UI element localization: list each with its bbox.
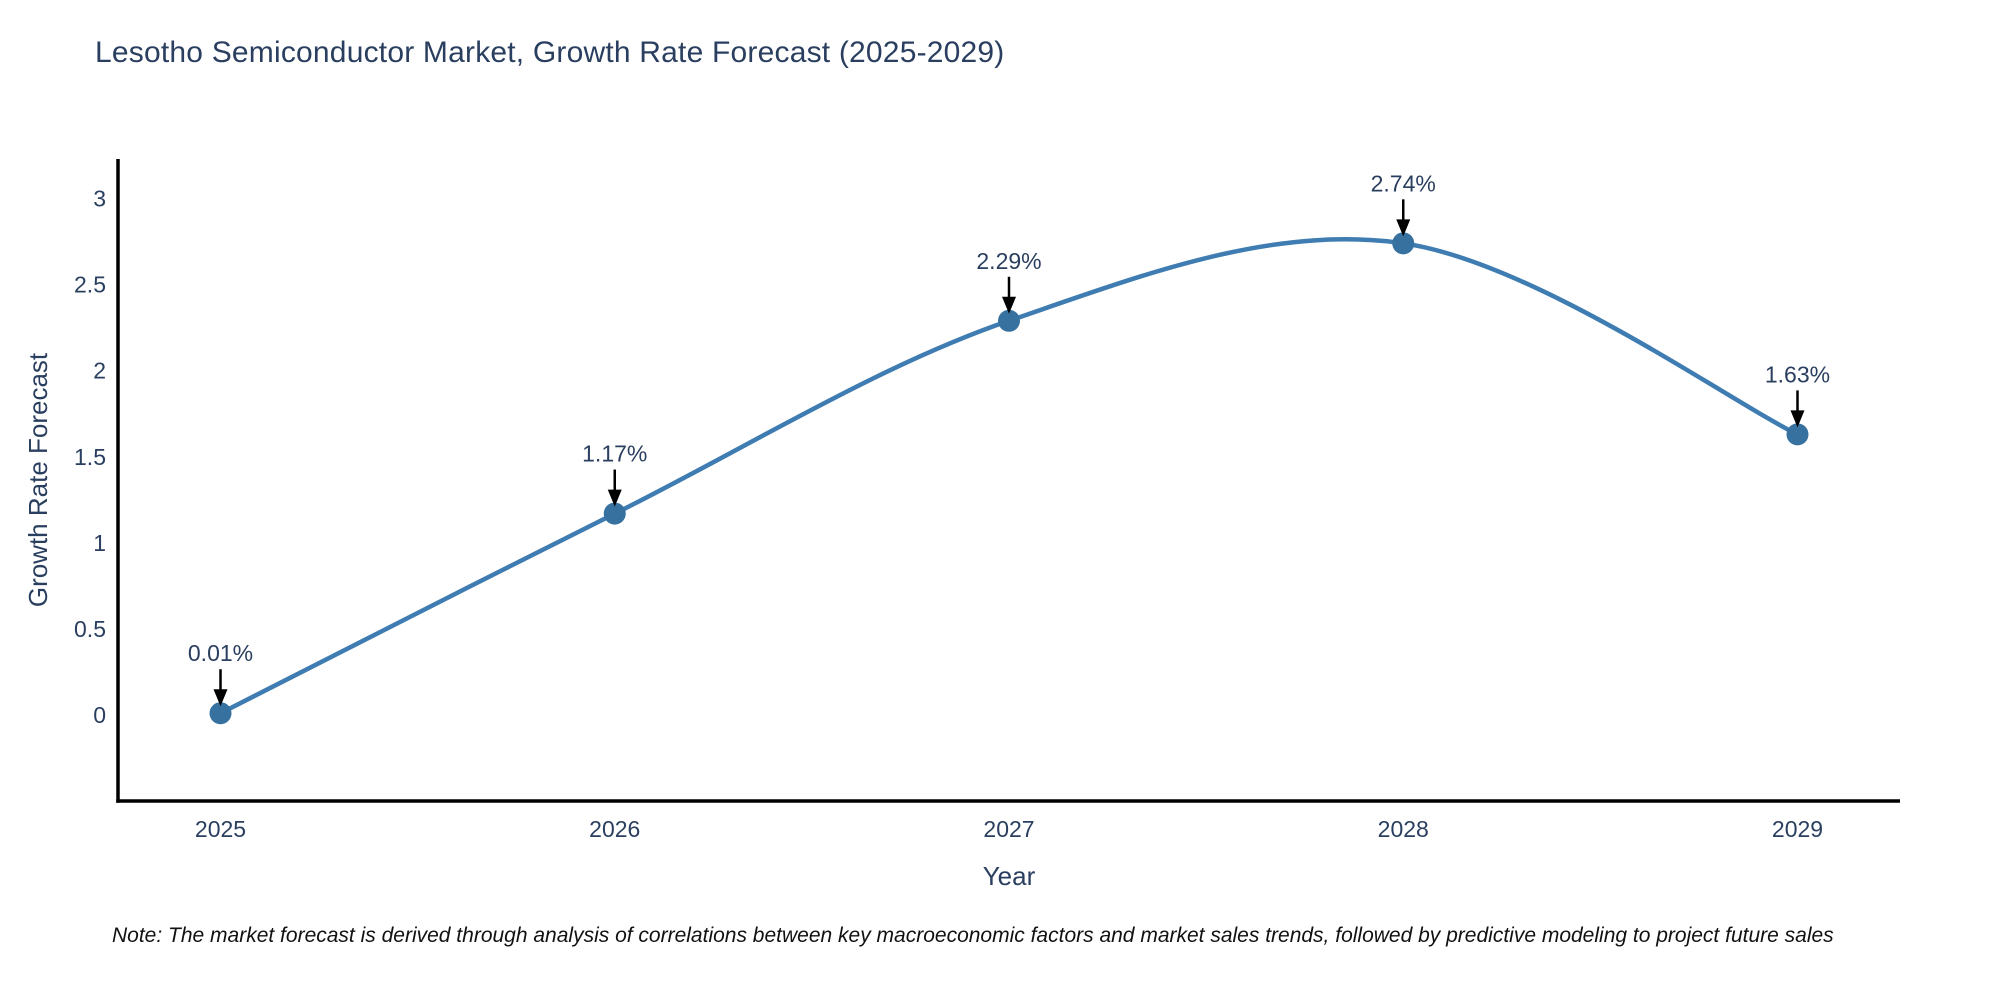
data-point-label: 2.74% (1371, 170, 1436, 196)
data-point-label: 1.63% (1765, 361, 1830, 387)
annotation-arrow-head (1790, 410, 1805, 428)
annotation-arrow-head (1002, 296, 1016, 314)
y-tick-label: 2 (93, 358, 106, 384)
chart-title: Lesotho Semiconductor Market, Growth Rat… (95, 36, 1005, 69)
data-point-label: 2.29% (976, 248, 1041, 274)
annotation-arrow-head (1396, 219, 1411, 237)
data-point-marker (1392, 232, 1415, 255)
data-point-label: 0.01% (188, 640, 253, 666)
footnote: Note: The market forecast is derived thr… (112, 924, 1834, 947)
y-tick-label: 1 (93, 530, 106, 556)
x-tick-label: 2029 (1772, 816, 1823, 842)
annotation-arrow-head (213, 689, 228, 707)
data-point-marker (209, 702, 232, 725)
y-tick-label: 0 (93, 702, 106, 728)
data-point-marker (603, 502, 626, 525)
annotation-arrow-head (607, 489, 622, 507)
y-tick-label: 3 (93, 186, 106, 212)
y-tick-label: 0.5 (74, 616, 106, 642)
x-tick-label: 2027 (983, 816, 1034, 842)
x-tick-label: 2026 (589, 816, 640, 842)
y-axis-title: Growth Rate Forecast (23, 352, 53, 607)
y-tick-label: 2.5 (74, 272, 106, 298)
data-point-marker (998, 309, 1020, 332)
data-point-label: 1.17% (582, 441, 647, 467)
data-point-marker (1786, 423, 1809, 446)
x-tick-label: 2028 (1378, 816, 1429, 842)
x-tick-label: 2025 (195, 816, 246, 842)
y-tick-label: 1.5 (74, 444, 106, 470)
x-axis-title: Year (983, 861, 1036, 891)
